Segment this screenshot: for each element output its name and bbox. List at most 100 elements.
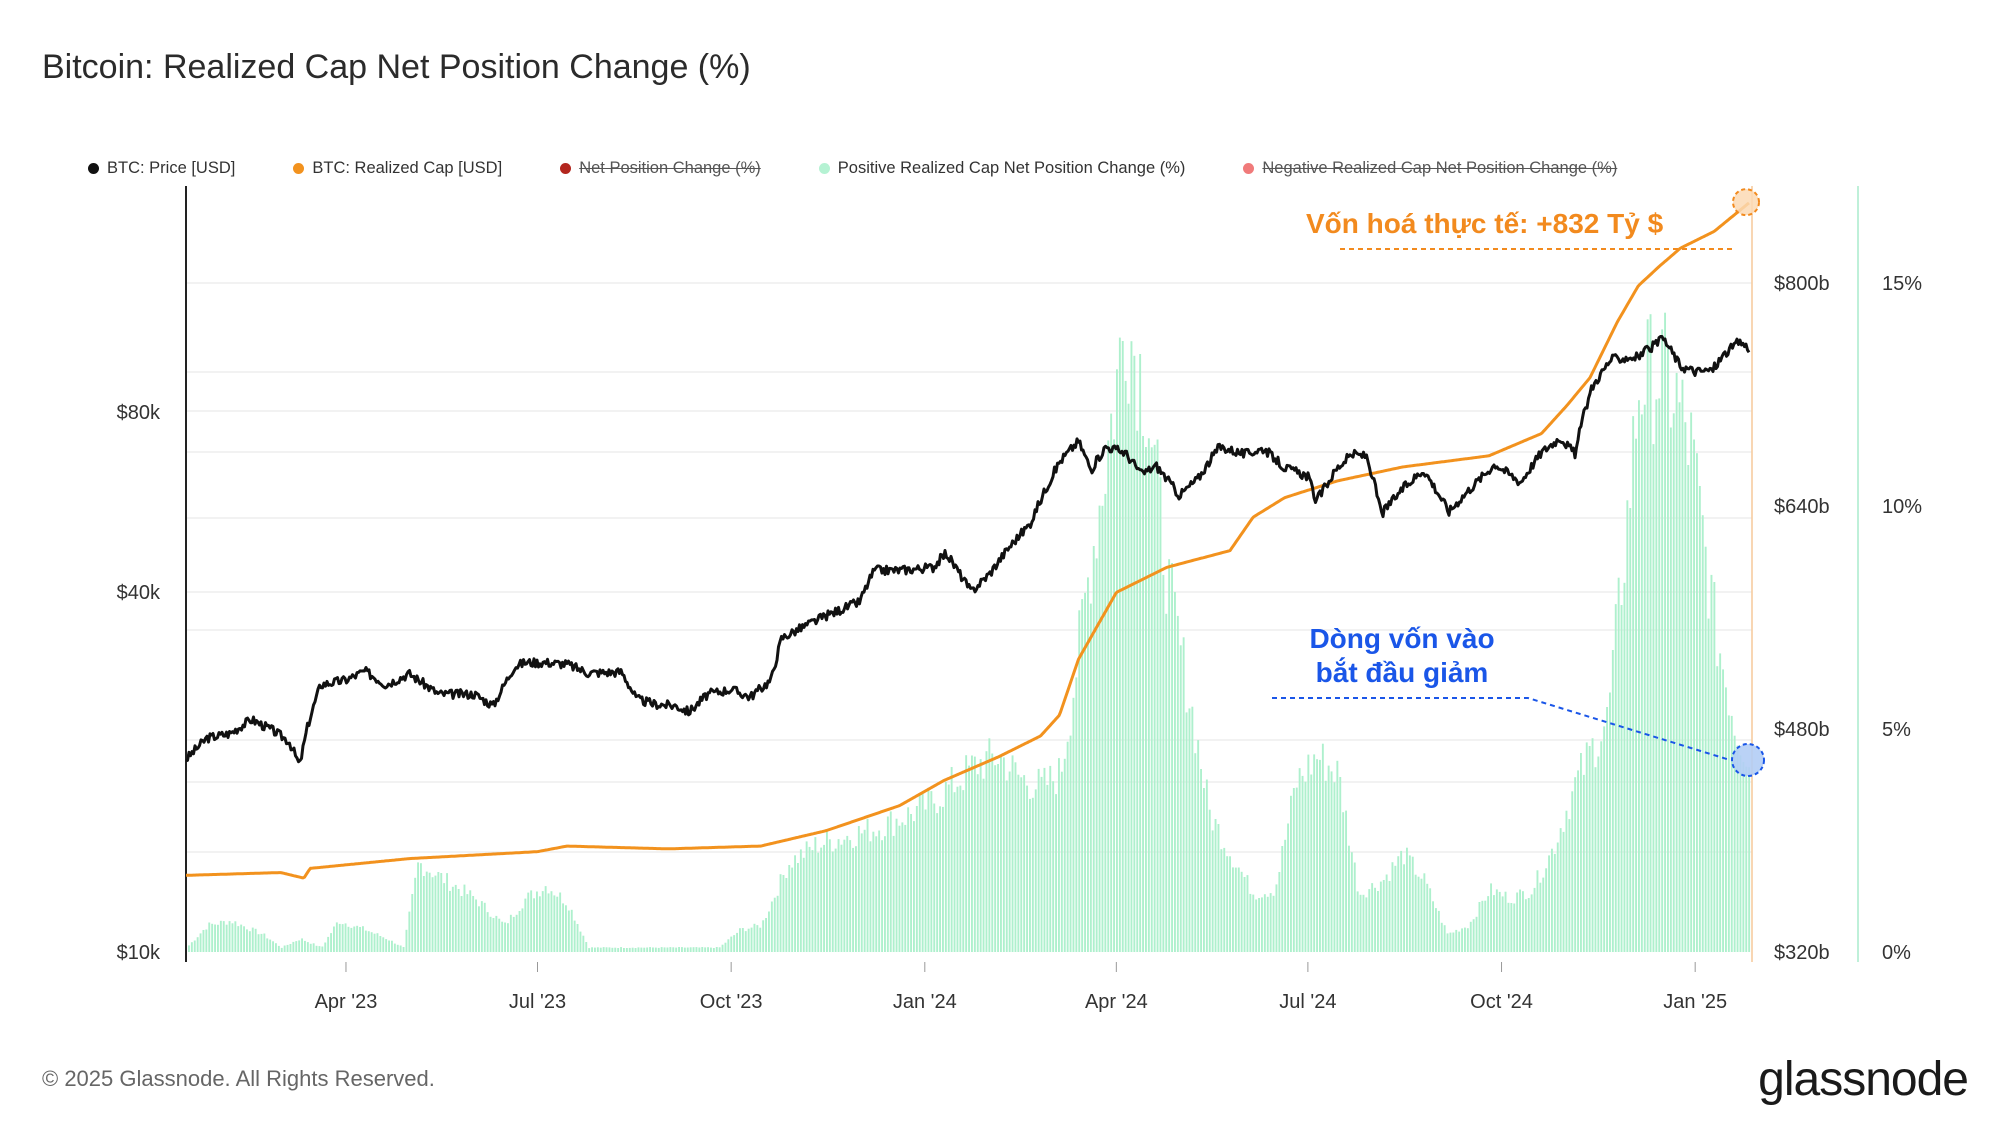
positive-change-bar <box>237 926 240 952</box>
positive-change-bar <box>794 855 796 952</box>
positive-change-bar <box>828 839 831 952</box>
positive-change-bar <box>773 897 776 952</box>
y-right-cap-tick-label: $480b <box>1774 719 1830 741</box>
positive-change-bar <box>602 947 605 952</box>
legend-item-negative-change[interactable]: Negative Realized Cap Net Position Chang… <box>1243 156 1617 180</box>
positive-change-bar <box>527 892 530 952</box>
positive-change-bar <box>463 884 466 952</box>
positive-change-bar <box>1171 563 1173 952</box>
positive-change-bar <box>686 947 689 952</box>
positive-change-bar <box>907 807 910 952</box>
positive-change-bar <box>251 927 254 952</box>
positive-change-bar <box>214 924 216 952</box>
positive-change-bar <box>1382 880 1385 952</box>
positive-change-bar <box>1081 599 1084 952</box>
positive-change-bar <box>1319 759 1321 952</box>
positive-change-bar <box>652 947 654 952</box>
positive-change-bar <box>289 944 292 952</box>
positive-change-bar <box>1110 413 1113 953</box>
positive-change-bar <box>840 844 843 952</box>
positive-change-bar <box>991 753 994 952</box>
positive-change-bar <box>1617 577 1620 952</box>
positive-change-bar <box>1664 312 1666 952</box>
positive-change-bar <box>1408 855 1411 952</box>
y-left-tick-label: $40k <box>117 582 161 604</box>
positive-change-bar <box>614 947 617 952</box>
positive-change-bar <box>689 947 692 952</box>
legend-item-price[interactable]: BTC: Price [USD] <box>88 156 235 180</box>
positive-change-bar <box>1000 754 1002 952</box>
positive-change-bar <box>712 948 715 952</box>
positive-change-bar <box>1116 369 1118 952</box>
positive-change-bar <box>1043 767 1046 952</box>
positive-change-bar <box>605 947 608 952</box>
positive-change-bar <box>750 927 753 952</box>
positive-change-bar <box>1733 735 1736 952</box>
positive-change-bar <box>1002 757 1005 952</box>
legend-item-realized-cap[interactable]: BTC: Realized Cap [USD] <box>293 156 502 180</box>
positive-change-bar <box>669 947 672 952</box>
positive-change-bar <box>1374 887 1376 952</box>
positive-change-bar <box>762 920 765 952</box>
legend-item-positive-change[interactable]: Positive Realized Cap Net Position Chang… <box>818 156 1185 180</box>
positive-change-bar <box>565 905 567 952</box>
positive-change-bar <box>208 922 211 952</box>
positive-change-bar <box>1725 687 1727 952</box>
positive-change-bar <box>724 942 727 952</box>
legend-item-net-position[interactable]: Net Position Change (%) <box>560 156 761 180</box>
positive-change-bar <box>399 945 402 952</box>
positive-change-bar <box>1055 794 1057 952</box>
positive-change-bar <box>428 872 431 952</box>
positive-change-bar <box>1516 892 1519 952</box>
positive-change-bar <box>544 886 547 952</box>
positive-change-bar <box>1623 582 1626 952</box>
positive-change-bar <box>1133 355 1136 952</box>
positive-change-bar <box>1298 768 1301 952</box>
positive-change-bar <box>1069 735 1072 952</box>
positive-change-bar <box>1406 847 1408 952</box>
positive-change-bar <box>956 786 959 952</box>
positive-change-bar <box>1420 878 1423 952</box>
positive-change-bar <box>437 872 440 952</box>
positive-change-bar <box>1034 789 1037 952</box>
positive-change-bar <box>625 948 628 952</box>
positive-change-bar <box>292 941 295 952</box>
positive-change-bar <box>1745 766 1748 952</box>
positive-change-bar <box>1127 403 1130 952</box>
y-left-tick-label: $80k <box>117 402 161 424</box>
positive-change-bar <box>1565 810 1568 952</box>
positive-change-bar <box>1667 348 1669 952</box>
positive-change-bar <box>947 784 950 952</box>
positive-change-bar <box>327 936 330 952</box>
positive-change-bar <box>472 896 475 952</box>
positive-change-bar <box>1176 615 1179 952</box>
positive-change-bar <box>411 894 414 952</box>
positive-change-bar <box>1669 427 1672 952</box>
positive-change-bar <box>959 785 962 952</box>
positive-change-bar <box>547 893 550 952</box>
positive-change-bar <box>1548 855 1550 952</box>
positive-change-bar <box>736 932 738 952</box>
positive-change-bar <box>1614 604 1617 952</box>
positive-change-bar <box>382 937 385 952</box>
positive-change-bar <box>1611 650 1614 952</box>
positive-change-bar <box>1727 715 1730 952</box>
positive-change-bar <box>1493 895 1495 952</box>
positive-change-bar <box>1243 877 1246 952</box>
positive-change-bar <box>1591 738 1594 952</box>
positive-change-bar <box>820 847 823 952</box>
positive-change-bar <box>1345 810 1347 952</box>
positive-change-bar <box>846 835 849 952</box>
positive-change-bar <box>770 901 773 952</box>
positive-change-bar <box>422 876 425 952</box>
positive-change-bar <box>1437 910 1440 952</box>
positive-change-bar <box>240 924 243 952</box>
positive-change-bar <box>640 947 643 952</box>
positive-change-bar <box>744 931 747 952</box>
positive-change-bar <box>1295 787 1298 952</box>
positive-change-bar <box>1609 692 1611 952</box>
positive-change-bar <box>1585 742 1588 952</box>
positive-change-bar <box>1678 402 1681 952</box>
positive-change-bar <box>1292 788 1295 952</box>
positive-change-bar <box>1635 438 1637 952</box>
